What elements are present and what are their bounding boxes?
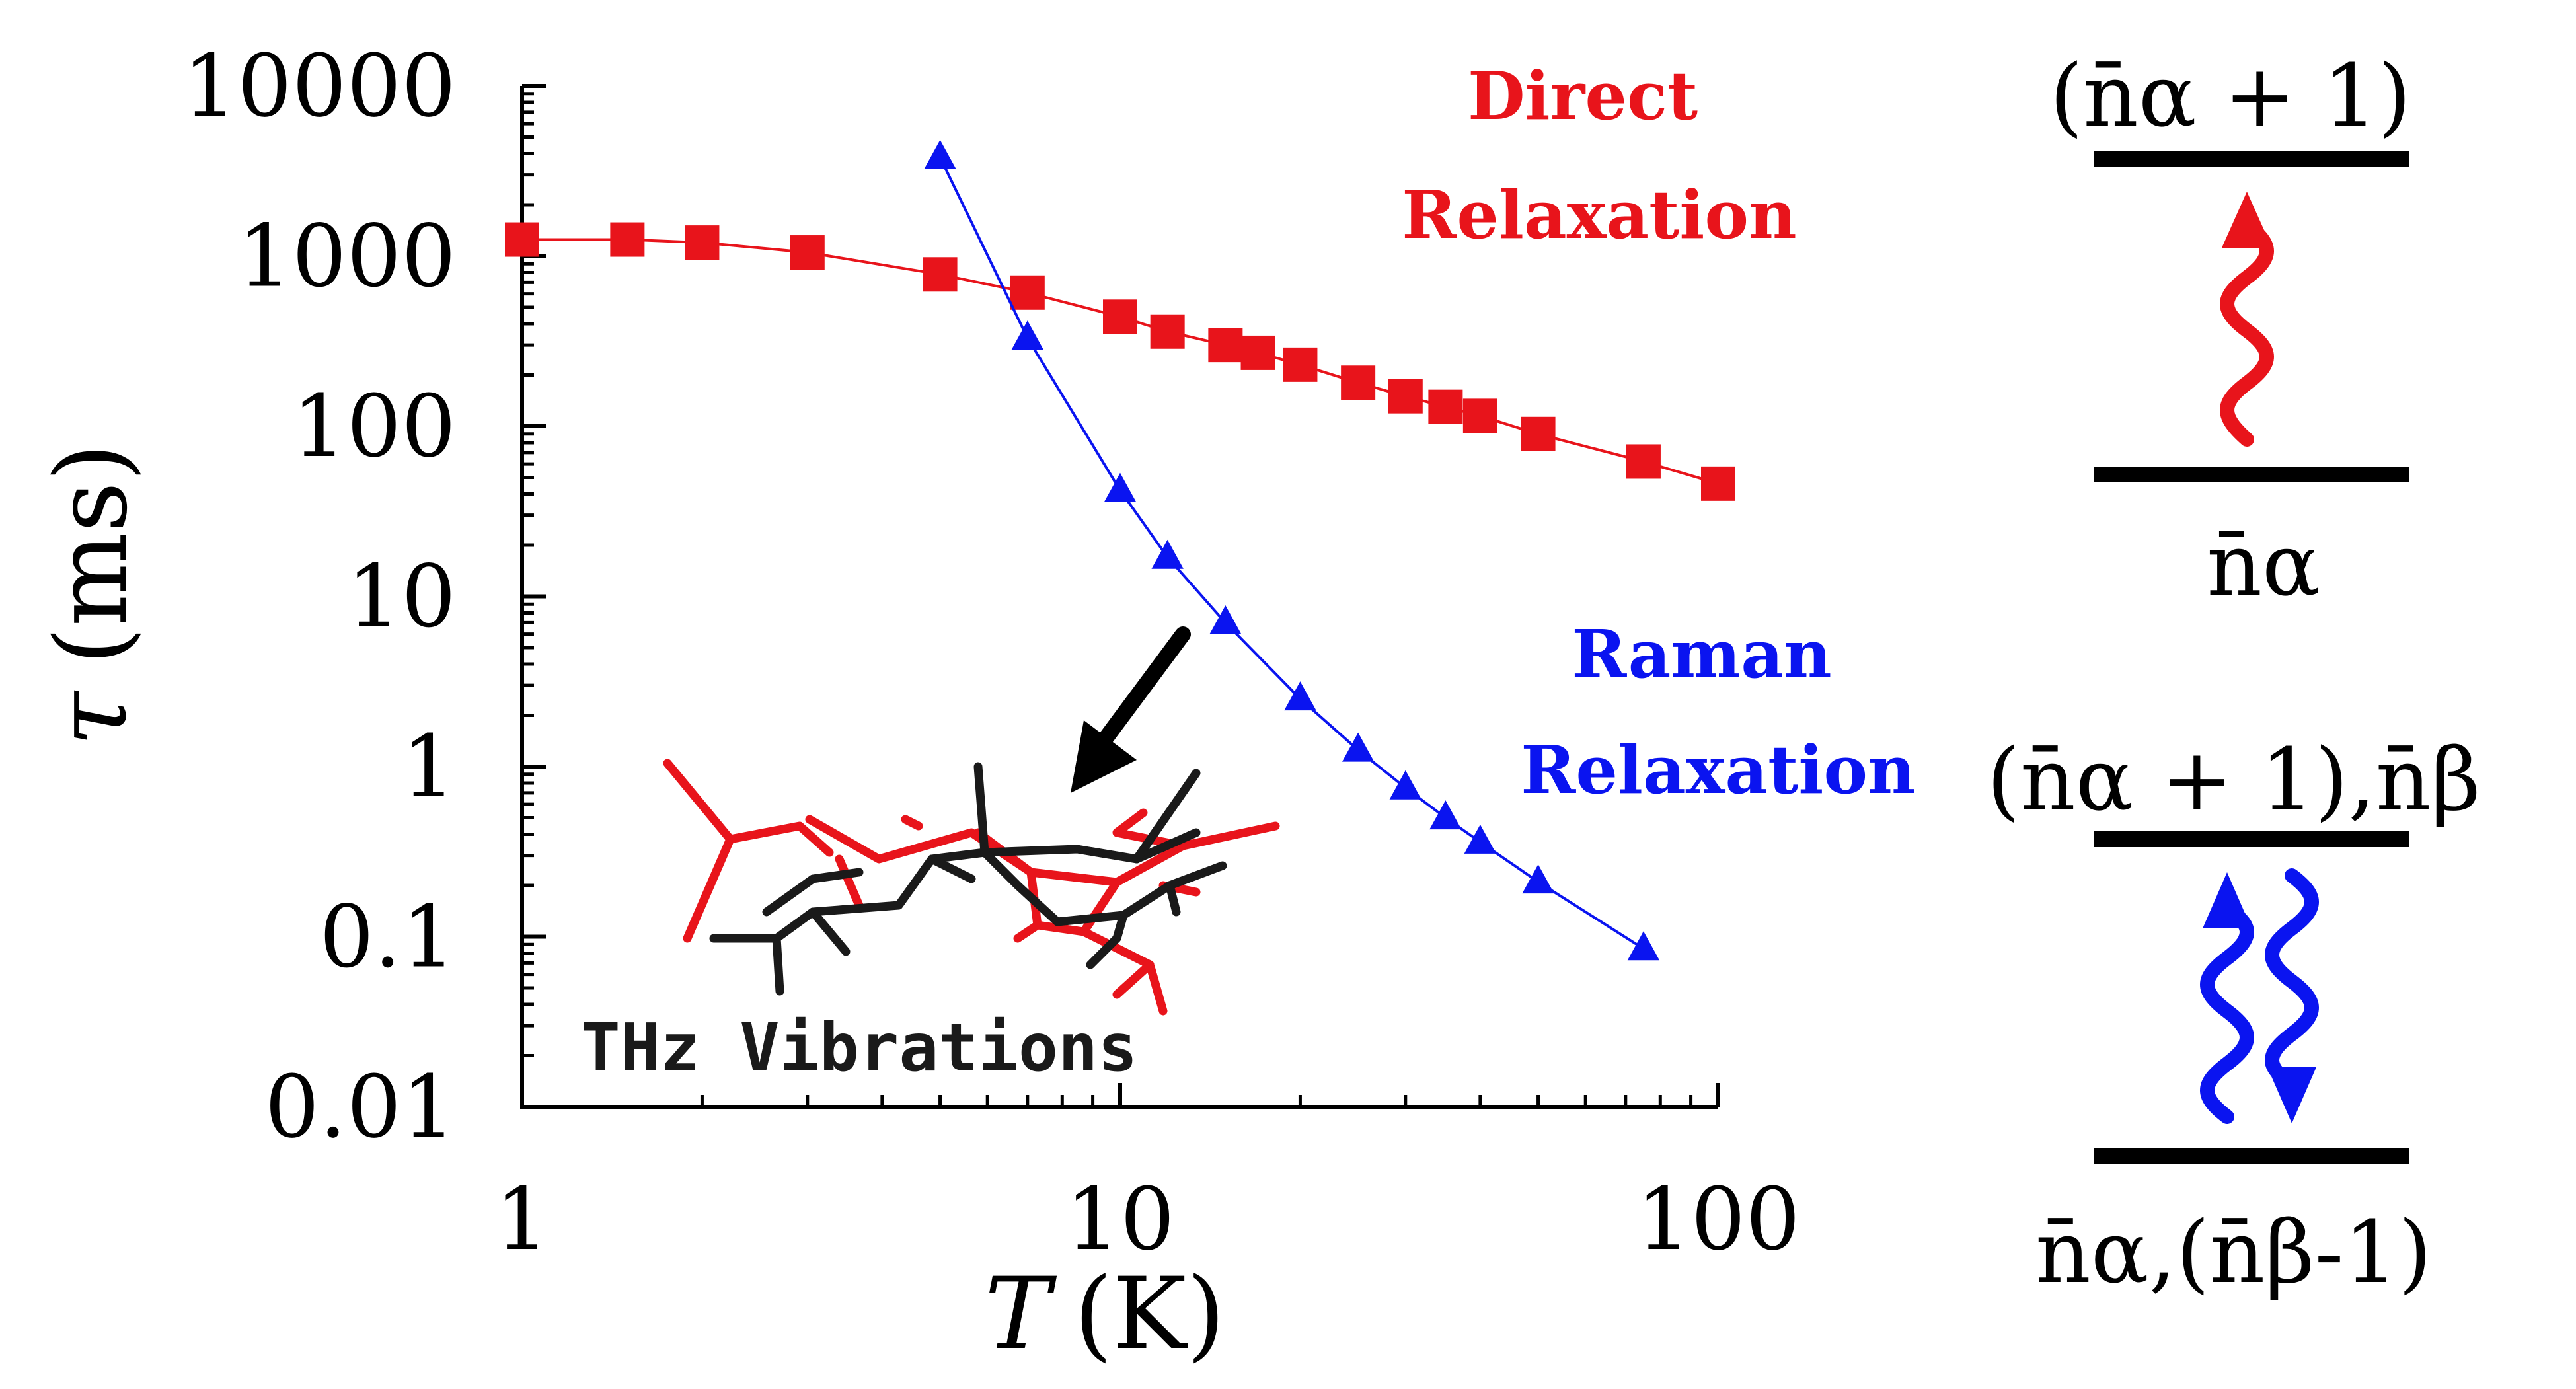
raman-data-point [1522,864,1554,894]
raman-upper-level-label: (n̄α + 1),n̄β [1987,730,2480,830]
raman-series-line [938,157,1645,950]
direct-data-point [1283,347,1318,382]
x-axis-title-italic: T [985,1257,1057,1372]
raman-lower-level-label: n̄α,(n̄β-1) [2035,1202,2432,1302]
raman-data-point [1011,320,1044,350]
series-direct [505,222,1735,501]
direct-data-point [790,235,825,270]
direct-data-point [685,225,720,260]
direct-data-point [1462,398,1497,433]
direct-data-point [1103,299,1137,334]
x-tick-label: 10 [1065,1169,1174,1269]
direct-data-point [923,257,958,292]
raman-data-point [1209,605,1242,634]
raman-data-point [1284,681,1316,711]
raman-annotation-line2: Relaxation [1521,731,1916,809]
raman-data-point [1627,931,1660,961]
direct-data-point [1240,335,1275,370]
raman-data-point [1464,824,1497,854]
x-ticks: 1 10 100 [495,1083,1800,1269]
direct-wavy-arrow-up [2220,192,2274,447]
x-tick-label: 1 [495,1169,550,1269]
y-tick-label: 1 [401,716,456,817]
y-tick-label: 100 [292,376,456,476]
raman-data-point [1389,770,1421,800]
direct-data-point [1428,389,1463,424]
raman-data-point [924,139,956,169]
y-tick-label: 10 [347,546,456,647]
direct-data-point [1341,365,1376,400]
direct-data-point [1626,444,1661,479]
molecule-red-conformer [663,759,1280,1016]
molecule-black-conformer [709,762,1227,996]
raman-data-point [1151,539,1184,569]
direct-data-point [1150,314,1185,349]
direct-data-point [1521,416,1556,451]
y-tick-label: 1000 [237,206,456,307]
direct-upper-level-label: (n̄α + 1) [2049,46,2411,146]
y-axis-title-symbol: τ [34,691,149,747]
direct-data-point [1208,328,1243,363]
raman-data-point [1104,472,1137,502]
y-axis-title-text: τ (ms) [34,443,149,746]
x-tick-label: 100 [1636,1169,1800,1269]
y-axis-title: τ (ms) [34,443,149,746]
raman-data-point [1429,800,1462,830]
raman-wavy-arrow-up [2200,872,2254,1124]
direct-annotation-line1: Direct [1468,57,1698,135]
y-tick-label: 0.1 [319,887,456,987]
direct-lower-level-label: n̄α [2207,515,2320,615]
raman-wavy-arrow-down [2265,868,2319,1123]
y-ticks: 0.01 0.1 1 10 100 1000 10000 [182,36,546,1157]
inset-arrow [1071,626,1191,793]
molecule-inset: THz Vibrations [581,626,1280,1086]
x-axis-title: T (K) [985,1257,1225,1372]
raman-series-markers [924,139,1660,961]
direct-data-point [1388,379,1423,414]
series-raman [924,139,1660,961]
y-tick-label: 0.01 [265,1057,456,1157]
direct-data-point [505,222,539,257]
direct-series-markers [505,222,1735,501]
inset-caption: THz Vibrations [581,1009,1138,1086]
energy-diagram-raman: (n̄α + 1),n̄β n̄α,(n̄β-1) [1987,730,2480,1302]
direct-annotation-line2: Relaxation [1402,176,1797,254]
raman-data-point [1342,732,1375,762]
energy-diagram-direct: (n̄α + 1) n̄α [2049,46,2411,615]
raman-annotation-line1: Raman [1572,615,1832,693]
y-axis-title-unit: (ms) [34,443,149,665]
direct-data-point [1010,275,1045,310]
direct-data-point [610,222,645,257]
y-tick-label: 10000 [182,36,456,136]
direct-data-point [1701,466,1735,501]
x-axis-title-unit: (K) [1074,1257,1225,1372]
